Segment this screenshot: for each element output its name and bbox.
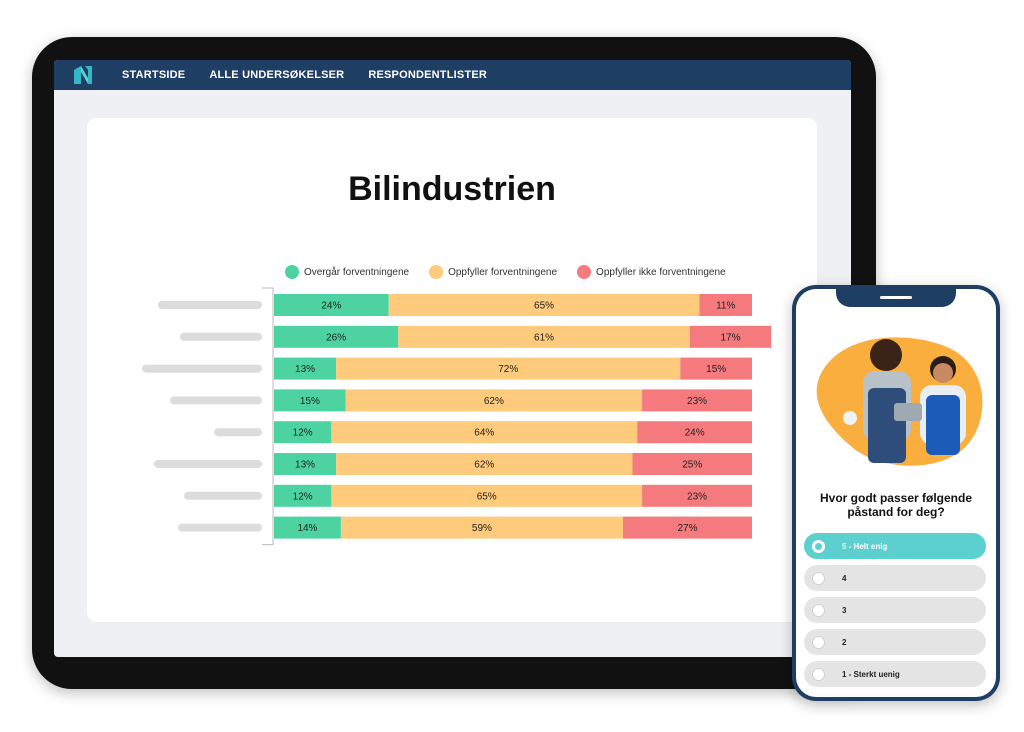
page-title: Bilindustrien bbox=[348, 170, 556, 208]
survey-question: Hvor godt passer følgende påstand for de… bbox=[819, 491, 973, 519]
bar-data-label: 14% bbox=[297, 523, 317, 534]
brand-logo-icon[interactable] bbox=[72, 64, 94, 86]
legend-item-red: Oppfyller ikke forventningene bbox=[577, 265, 726, 279]
legend-dot-orange bbox=[429, 265, 444, 279]
nav-item-alle-undersokelser[interactable]: ALLE UNDERSØKELSER bbox=[209, 69, 345, 81]
legend-label-red: Oppfyller ikke forventningene bbox=[596, 266, 726, 278]
legend-label-green: Overgår forventningene bbox=[304, 266, 410, 278]
bar-segment bbox=[398, 325, 690, 348]
nav-menu: STARTSIDE ALLE UNDERSØKELSER RESPONDENTL… bbox=[122, 60, 511, 90]
bar-segment bbox=[274, 516, 341, 539]
legend-item-orange: Oppfyller forventningene bbox=[429, 265, 557, 279]
option-4-label: 4 bbox=[842, 573, 847, 583]
category-label-placeholder bbox=[142, 364, 262, 373]
bar-data-label: 65% bbox=[534, 301, 554, 312]
bar-data-label: 72% bbox=[498, 364, 518, 375]
bar-segment bbox=[274, 389, 346, 412]
category-label-placeholder bbox=[184, 491, 262, 500]
bar-data-label: 65% bbox=[477, 491, 497, 502]
bar-data-label: 62% bbox=[484, 396, 504, 407]
radio-2-icon[interactable] bbox=[812, 635, 825, 649]
top-navbar: STARTSIDE ALLE UNDERSØKELSER RESPONDENTL… bbox=[54, 60, 851, 90]
bar-segment bbox=[699, 294, 752, 316]
option-1-label: 1 - Sterkt uenig bbox=[842, 669, 900, 679]
category-label-placeholder bbox=[180, 332, 262, 341]
bar-data-label: 24% bbox=[685, 428, 705, 439]
bar-segment bbox=[637, 421, 752, 444]
radio-3-icon[interactable] bbox=[812, 603, 825, 617]
bar-segment bbox=[336, 357, 681, 380]
option-3[interactable]: 3 bbox=[804, 597, 986, 623]
bar-segment bbox=[274, 453, 337, 475]
bar-data-label: 61% bbox=[534, 332, 554, 343]
phone-notch bbox=[836, 289, 956, 307]
legend-item-green: Overgår forventningene bbox=[285, 265, 409, 279]
legend-dot-green bbox=[285, 265, 299, 279]
bar-segment bbox=[345, 389, 643, 412]
bar-segment bbox=[331, 484, 643, 507]
radio-1-icon[interactable] bbox=[812, 667, 825, 681]
tablet-screen: STARTSIDE ALLE UNDERSØKELSER RESPONDENTL… bbox=[54, 60, 851, 657]
bar-segment bbox=[331, 421, 638, 444]
bar-segment bbox=[340, 516, 623, 539]
nav-item-respondentlister[interactable]: RESPONDENTLISTER bbox=[368, 69, 488, 81]
survey-options: 5 - Helt enig 4 3 2 1 - Sterkt uenig bbox=[804, 533, 986, 693]
bar-segment bbox=[274, 357, 337, 380]
nav-item-startside[interactable]: STARTSIDE bbox=[122, 69, 186, 81]
bar-segment bbox=[336, 453, 633, 475]
radio-5-icon[interactable] bbox=[812, 539, 825, 553]
option-2-label: 2 bbox=[842, 637, 847, 647]
bar-data-label: 59% bbox=[472, 523, 492, 534]
bar-data-label: 15% bbox=[300, 396, 320, 407]
bar-data-label: 15% bbox=[706, 364, 726, 375]
legend-label-orange: Oppfyller forventningene bbox=[448, 266, 558, 278]
bar-segment bbox=[274, 484, 332, 507]
bar-segment bbox=[642, 484, 752, 507]
bar-data-label: 13% bbox=[295, 364, 315, 375]
chart-legend: Overgår forventningene Oppfyller forvent… bbox=[285, 265, 746, 279]
bar-segment bbox=[274, 294, 389, 316]
bar-data-label: 25% bbox=[682, 460, 702, 471]
report-card: Bilindustrien Overgår forventningene Opp… bbox=[87, 118, 817, 622]
bar-segment bbox=[642, 389, 752, 412]
bar-segment bbox=[680, 357, 752, 380]
option-5-label: 5 - Helt enig bbox=[842, 541, 888, 551]
legend-dot-red bbox=[577, 265, 592, 279]
bar-segment bbox=[622, 516, 752, 539]
option-4[interactable]: 4 bbox=[804, 565, 986, 591]
category-label-placeholder bbox=[170, 396, 262, 405]
category-label-placeholder bbox=[158, 301, 262, 309]
option-3-label: 3 bbox=[842, 605, 847, 615]
phone-screen: Hvor godt passer følgende påstand for de… bbox=[796, 289, 996, 697]
category-label-placeholder bbox=[178, 523, 262, 532]
radio-4-icon[interactable] bbox=[812, 571, 825, 585]
option-5[interactable]: 5 - Helt enig bbox=[804, 533, 986, 559]
bar-data-label: 13% bbox=[295, 460, 315, 471]
bar-segment bbox=[274, 325, 399, 348]
bar-data-label: 23% bbox=[687, 491, 707, 502]
phone-frame: Hvor godt passer følgende påstand for de… bbox=[792, 285, 1000, 701]
chart-axis bbox=[262, 287, 274, 546]
mechanics-photo-icon bbox=[816, 337, 983, 466]
bar-data-label: 11% bbox=[716, 301, 735, 312]
category-label-placeholder bbox=[154, 460, 262, 468]
phone-speaker bbox=[880, 296, 912, 299]
option-2[interactable]: 2 bbox=[804, 629, 986, 655]
bar-data-label: 64% bbox=[474, 428, 494, 439]
bar-segment bbox=[388, 294, 700, 316]
bar-data-label: 62% bbox=[474, 460, 494, 471]
bar-segment bbox=[274, 421, 332, 444]
stacked-bar-chart: 24% 65% 11% 26% 61% 17% 13% 72% 15% 15% 62% 23% 12% 6… bbox=[142, 287, 772, 546]
bar-segment bbox=[632, 453, 752, 475]
bar-data-label: 12% bbox=[293, 491, 313, 502]
category-label-placeholder bbox=[214, 428, 262, 437]
bar-data-label: 17% bbox=[720, 332, 740, 343]
bar-segment bbox=[689, 325, 772, 348]
bar-data-label: 12% bbox=[293, 428, 313, 439]
bar-data-label: 27% bbox=[677, 523, 697, 534]
bar-data-label: 26% bbox=[326, 332, 346, 343]
option-1[interactable]: 1 - Sterkt uenig bbox=[804, 661, 986, 687]
bar-data-label: 23% bbox=[687, 396, 707, 407]
bar-data-label: 24% bbox=[321, 301, 341, 312]
